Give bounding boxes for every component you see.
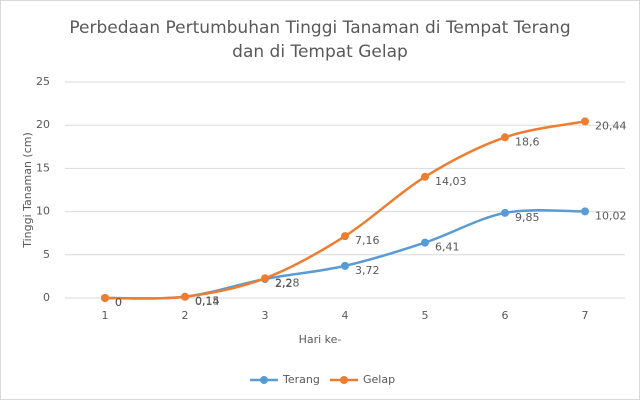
- x-tick-label: 6: [502, 309, 509, 322]
- marker: [341, 232, 349, 241]
- x-tick-label: 1: [102, 309, 109, 322]
- marker: [581, 207, 589, 216]
- legend-label: Gelap: [363, 373, 395, 386]
- data-label: 20,44: [595, 119, 627, 132]
- marker: [421, 172, 429, 181]
- y-axis-title: Tinggi Tanaman (cm): [21, 132, 34, 249]
- x-tick-label: 7: [582, 309, 589, 322]
- legend-label: Terang: [282, 373, 320, 386]
- marker: [101, 294, 109, 302]
- data-label: 0: [115, 296, 122, 309]
- y-tick-label: 25: [36, 75, 50, 88]
- data-label: 3,72: [355, 264, 380, 277]
- marker: [501, 208, 509, 217]
- chart-title: Perbedaan Pertumbuhan Tinggi Tanaman di …: [69, 18, 570, 38]
- data-label: 7,16: [355, 234, 380, 247]
- data-label: 10,02: [595, 209, 627, 222]
- y-tick-label: 10: [36, 205, 50, 218]
- data-label: 2,28: [275, 276, 300, 289]
- marker: [181, 292, 189, 301]
- data-label: 2,2: [275, 277, 293, 290]
- x-axis-title: Hari ke-: [299, 333, 342, 346]
- legend-marker: [260, 376, 268, 384]
- legend-marker: [340, 376, 348, 384]
- x-tick-label: 3: [262, 309, 269, 322]
- y-tick-label: 5: [43, 248, 50, 261]
- marker: [341, 261, 349, 270]
- data-label: 9,85: [515, 211, 540, 224]
- marker: [501, 133, 509, 142]
- x-tick-label: 2: [182, 309, 189, 322]
- y-tick-label: 0: [43, 291, 50, 304]
- x-tick-label: 4: [342, 309, 349, 322]
- data-label: 14,03: [435, 175, 467, 188]
- y-tick-label: 20: [36, 118, 50, 131]
- marker: [261, 274, 269, 283]
- data-label: 18,6: [515, 135, 540, 148]
- data-label: 0,15: [195, 295, 220, 308]
- marker: [581, 117, 589, 126]
- y-tick-label: 15: [36, 161, 50, 174]
- data-label: 0,14: [195, 295, 220, 308]
- marker: [421, 238, 429, 247]
- data-label: 0: [115, 296, 122, 309]
- x-tick-label: 5: [422, 309, 429, 322]
- chart-title: dan di Tempat Gelap: [232, 42, 408, 62]
- data-label: 6,41: [435, 241, 460, 254]
